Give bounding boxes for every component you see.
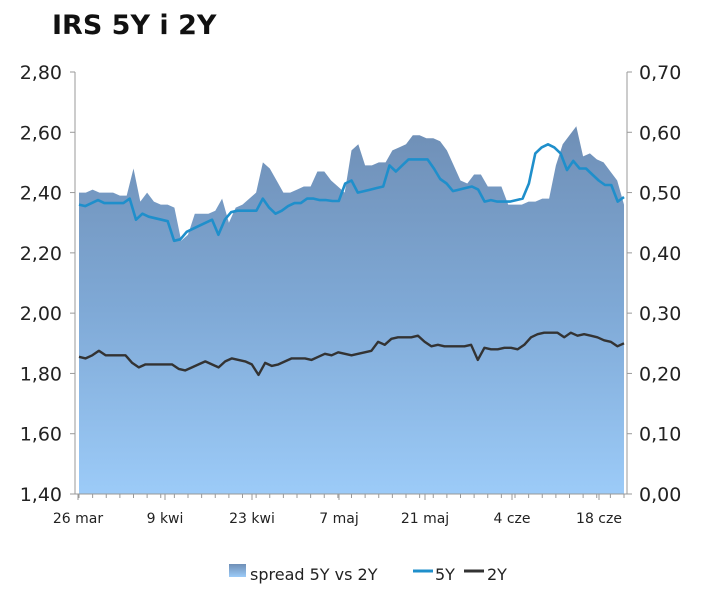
right-tick-label: 0,20 [639, 363, 681, 385]
chart-title: IRS 5Y i 2Y [52, 10, 217, 41]
left-tick-label: 1,60 [20, 424, 62, 446]
right-tick-label: 0,10 [639, 424, 681, 446]
left-tick-label: 2,20 [20, 243, 62, 265]
left-tick-label: 2,00 [20, 303, 62, 325]
left-tick-label: 1,80 [20, 363, 62, 385]
left-axis: 1,40 1,60 1,80 2,00 2,20 2,40 2,60 2,80 [20, 62, 76, 506]
series-spread-area [79, 126, 624, 495]
x-axis: 26 mar 9 kwi 23 kwi 7 maj 21 maj 4 cze 18 cze [53, 493, 627, 527]
x-tick-label: 7 maj [319, 511, 358, 527]
x-tick-label: 18 cze [576, 511, 622, 527]
legend-label-5y: 5Y [435, 565, 455, 584]
right-tick-label: 0,00 [639, 484, 681, 506]
right-tick-label: 0,60 [639, 122, 681, 144]
legend-label-2y: 2Y [487, 565, 507, 584]
right-axis: 0,00 0,10 0,20 0,30 0,40 0,50 0,60 0,70 [626, 62, 681, 506]
left-tick-label: 2,40 [20, 183, 62, 205]
legend-label-spread: spread 5Y vs 2Y [250, 565, 378, 584]
legend: spread 5Y vs 2Y 5Y 2Y [229, 564, 507, 584]
right-tick-label: 0,70 [639, 62, 681, 84]
right-tick-label: 0,40 [639, 243, 681, 265]
left-tick-label: 2,60 [20, 122, 62, 144]
plot-area [78, 126, 625, 495]
x-tick-label: 26 mar [53, 511, 103, 527]
left-tick-label: 1,40 [20, 484, 62, 506]
right-tick-label: 0,30 [639, 303, 681, 325]
x-tick-label: 4 cze [493, 511, 530, 527]
legend-swatch-spread [229, 564, 246, 577]
x-tick-label: 21 maj [401, 511, 449, 527]
right-tick-label: 0,50 [639, 183, 681, 205]
series-5y-line [78, 143, 625, 243]
left-tick-label: 2,80 [20, 62, 62, 84]
series-2y-line [78, 331, 625, 377]
x-tick-label: 23 kwi [229, 511, 275, 527]
x-tick-label: 9 kwi [147, 511, 184, 527]
